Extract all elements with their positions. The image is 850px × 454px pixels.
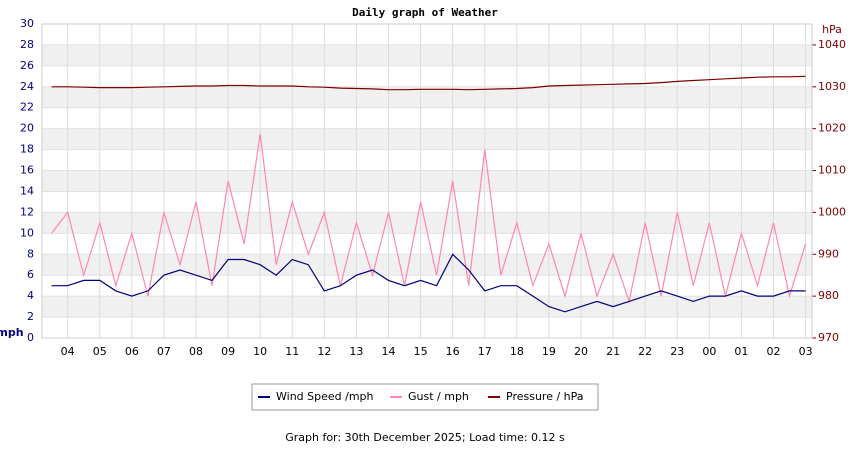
y-tick-label: 4 xyxy=(27,289,34,302)
y-tick-label: 0 xyxy=(27,331,34,344)
grid-band xyxy=(42,296,812,318)
x-tick-label: 03 xyxy=(799,345,813,358)
y2-tick-label: 980 xyxy=(818,289,839,302)
series-line xyxy=(51,133,807,304)
grid-band xyxy=(42,170,812,192)
x-tick-label: 16 xyxy=(446,345,460,358)
x-tick-label: 13 xyxy=(349,345,363,358)
x-tick-label: 23 xyxy=(670,345,684,358)
y-tick-label: 22 xyxy=(20,101,34,114)
grid-band xyxy=(42,212,812,234)
x-tick-label: 22 xyxy=(638,345,652,358)
x-tick-label: 01 xyxy=(734,345,748,358)
series-line xyxy=(51,253,806,313)
plot-frame xyxy=(41,23,813,339)
legend-label: Pressure / hPa xyxy=(506,390,584,403)
y-tick-label: 28 xyxy=(20,38,34,51)
x-tick-label: 10 xyxy=(253,345,267,358)
y-tick-label: 8 xyxy=(27,247,34,260)
footer: Graph for: 30th December 2025; Load time… xyxy=(285,431,565,444)
y2-tick-label: 1030 xyxy=(818,80,846,93)
x-tick-label: 18 xyxy=(510,345,524,358)
y-tick-label: 18 xyxy=(20,143,34,156)
x-tick-label: 09 xyxy=(221,345,235,358)
x-tick-label: 08 xyxy=(189,345,203,358)
legend-label: Gust / mph xyxy=(408,390,469,403)
y2-tick-label: 1020 xyxy=(818,122,846,135)
y2-tick-label: 1000 xyxy=(818,205,846,218)
x-tick-label: 07 xyxy=(157,345,171,358)
x-tick-label: 21 xyxy=(606,345,620,358)
x-tick-label: 20 xyxy=(574,345,588,358)
legend-box xyxy=(251,383,599,411)
chart-title: Daily graph of Weather xyxy=(352,6,498,19)
x-tick-label: 11 xyxy=(285,345,299,358)
x-tick-label: 06 xyxy=(125,345,139,358)
y2-axis-unit: hPa xyxy=(822,23,842,36)
y2-tick-label: 970 xyxy=(818,331,839,344)
x-tick-label: 19 xyxy=(542,345,556,358)
x-tick-label: 15 xyxy=(414,345,428,358)
x-tick-label: 14 xyxy=(382,345,396,358)
y-tick-label: 30 xyxy=(20,17,34,30)
x-tick-label: 00 xyxy=(702,345,716,358)
y-axis-unit: mph xyxy=(0,326,24,339)
y-tick-label: 26 xyxy=(20,59,34,72)
y-tick-label: 24 xyxy=(20,80,34,93)
y-tick-label: 6 xyxy=(27,268,34,281)
y2-tick-label: 1040 xyxy=(818,38,846,51)
x-tick-label: 02 xyxy=(767,345,781,358)
x-tick-label: 04 xyxy=(61,345,75,358)
legend-label: Wind Speed /mph xyxy=(276,390,374,403)
x-tick-label: 12 xyxy=(317,345,331,358)
y-tick-label: 2 xyxy=(27,310,34,323)
y-tick-label: 16 xyxy=(20,164,34,177)
y-tick-label: 14 xyxy=(20,184,34,197)
y-tick-label: 10 xyxy=(20,226,34,239)
y-tick-label: 20 xyxy=(20,122,34,135)
y-tick-label: 12 xyxy=(20,205,34,218)
grid-band xyxy=(42,128,812,150)
grid-band xyxy=(42,86,812,108)
y2-tick-label: 1010 xyxy=(818,164,846,177)
y2-tick-label: 990 xyxy=(818,247,839,260)
x-tick-label: 05 xyxy=(93,345,107,358)
x-tick-label: 17 xyxy=(478,345,492,358)
series-line xyxy=(51,75,806,91)
grid-band xyxy=(42,44,812,66)
